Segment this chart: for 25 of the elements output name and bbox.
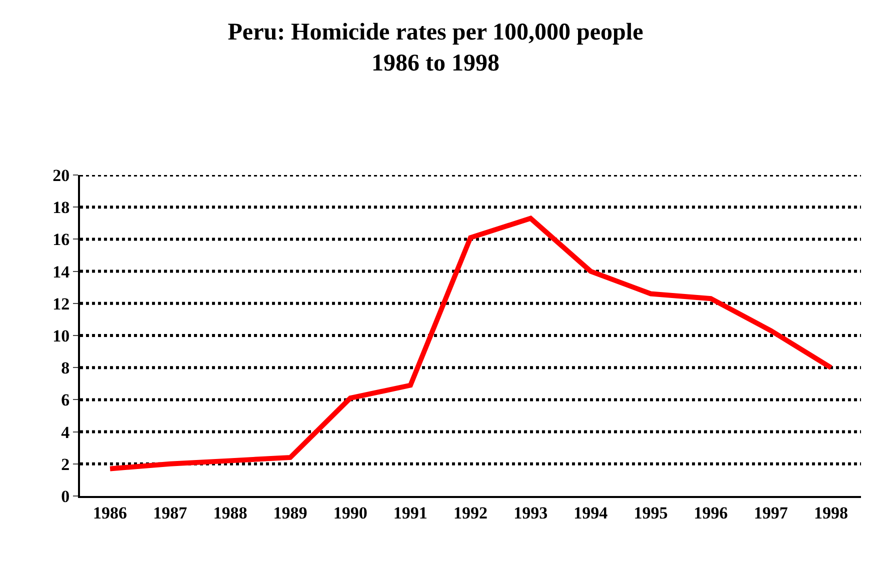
x-tick-label: 1986 [93,503,128,522]
y-tick-label: 20 [52,166,70,185]
y-tick-label: 4 [61,422,70,442]
x-tick-label: 1987 [153,503,188,522]
x-tick-label: 1992 [454,503,488,522]
y-tick-label: 0 [61,486,70,506]
x-tick-label: 1995 [634,503,668,522]
y-tick-label: 2 [61,454,70,474]
y-tick-label: 16 [52,230,70,250]
chart-title: Peru: Homicide rates per 100,000 people 1986 to 1998 [228,19,644,77]
y-tick-label: 10 [52,326,70,346]
x-tick-label: 1996 [694,503,728,522]
x-tick-label: 1994 [574,503,608,522]
y-tick-label: 18 [52,198,70,218]
x-tick-label: 1993 [514,503,548,522]
x-tick-label: 1988 [213,503,248,522]
x-tick-label: 1997 [754,503,788,522]
x-tick-label: 1998 [814,503,848,522]
x-tick-label: 1991 [393,503,428,522]
y-tick-label: 6 [61,390,70,410]
y-tick-label: 14 [52,262,70,282]
x-tick-label: 1990 [333,503,368,522]
y-tick-label: 8 [61,358,70,378]
x-tick-label: 1989 [273,503,308,522]
y-tick-label: 12 [52,294,70,314]
